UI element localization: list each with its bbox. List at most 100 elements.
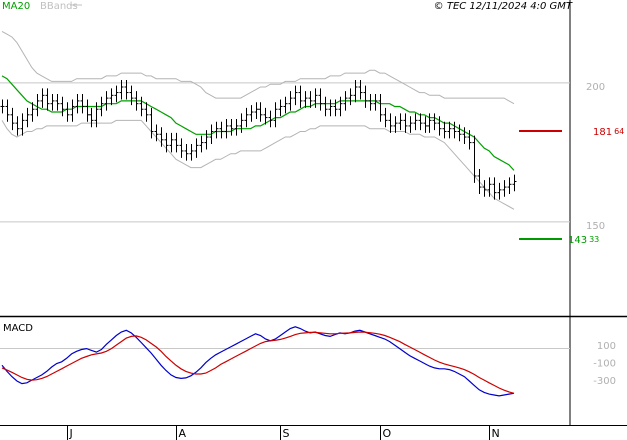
price-bar [283, 96, 288, 114]
price-bar [363, 85, 368, 108]
price-axis-ticks: 200 150 [586, 82, 605, 232]
price-bar [333, 99, 338, 117]
price-bar [179, 138, 184, 158]
price-bar [149, 107, 154, 139]
price-bar [457, 124, 462, 142]
price-bar [338, 96, 343, 117]
price-bar [40, 88, 45, 108]
price-bar [432, 113, 437, 131]
price-bar [263, 107, 268, 125]
ma20-path [1, 75, 515, 171]
price-bar [0, 99, 5, 114]
price-bar [502, 180, 507, 197]
price-bar [477, 169, 482, 195]
price-bars [0, 80, 517, 200]
price-bar [10, 107, 15, 131]
month-label: O [383, 427, 392, 440]
price-bar [174, 132, 179, 153]
price-bar [55, 93, 60, 111]
price-bar [313, 88, 318, 108]
price-bar [512, 174, 517, 192]
price-bar [109, 88, 114, 106]
price-bar [164, 132, 169, 153]
price-bar [447, 121, 452, 139]
price-bar [358, 80, 363, 100]
price-bar [427, 113, 432, 133]
price-bar [75, 93, 80, 114]
price-bar [60, 96, 65, 117]
ma20-line [1, 75, 515, 171]
price-bar [30, 102, 35, 122]
price-bar [437, 116, 442, 136]
price-bar [278, 99, 283, 117]
upper-band-line [1, 30, 515, 105]
price-bar [89, 107, 94, 128]
price-bar [134, 91, 139, 111]
price-bar [258, 102, 263, 122]
price-bar [487, 177, 492, 197]
price-bar [472, 135, 477, 183]
price-bar [388, 113, 393, 133]
price-bar [144, 102, 149, 122]
price-bar [169, 132, 174, 153]
price-bar [20, 113, 25, 136]
price-bar [80, 93, 85, 114]
price-tick-label: 150 [586, 221, 605, 232]
price-tick-label: 200 [586, 82, 605, 93]
price-bar [462, 127, 467, 144]
price-bar [70, 99, 75, 122]
month-label: J [69, 427, 73, 440]
price-bar [373, 93, 378, 111]
price-bar [204, 130, 209, 150]
price-bar [423, 116, 428, 133]
price-bar [353, 80, 358, 103]
price-bar [234, 118, 239, 136]
price-bar [229, 118, 234, 136]
price-bar [393, 116, 398, 133]
price-bar [368, 93, 373, 111]
price-bar [418, 113, 423, 131]
macd-title: MACD [3, 323, 33, 334]
price-bar [249, 105, 254, 122]
price-bar [199, 135, 204, 153]
price-bar [65, 102, 70, 122]
price-bar [348, 88, 353, 106]
price-bar [94, 102, 99, 128]
macd-tick-label: -300 [593, 376, 616, 387]
price-bar [139, 96, 144, 117]
chart-frame [0, 0, 627, 426]
price-bar [99, 96, 104, 117]
price-bar [403, 113, 408, 133]
price-bar [293, 85, 298, 106]
price-bar [124, 80, 129, 100]
lower-band-line [1, 119, 515, 210]
macd-line [1, 326, 515, 397]
price-bar [378, 93, 383, 122]
macd-tick-label: 100 [597, 341, 616, 352]
price-bar [452, 121, 457, 139]
price-bar [45, 88, 50, 111]
price-bar [507, 177, 512, 195]
price-bar [50, 93, 55, 111]
month-label: S [283, 427, 290, 440]
price-bar [482, 180, 487, 197]
price-bar [497, 182, 502, 200]
macd-lines [1, 326, 515, 397]
price-bar [268, 110, 273, 128]
price-bar [194, 138, 199, 158]
price-bar [35, 93, 40, 117]
price-bar [254, 102, 259, 119]
legend-ma20: MA20 [2, 1, 30, 12]
signal-line [1, 331, 515, 394]
price-bar [219, 121, 224, 139]
legend-bbands: BBands [40, 1, 78, 12]
price-bar [323, 96, 328, 117]
bollinger-bands [1, 30, 515, 210]
price-bar [189, 143, 194, 161]
price-bar [413, 113, 418, 131]
copyright-stamp: © TEC 12/11/2024 4:0 GMT [434, 1, 573, 12]
price-bar [408, 116, 413, 133]
price-bar [184, 143, 189, 161]
